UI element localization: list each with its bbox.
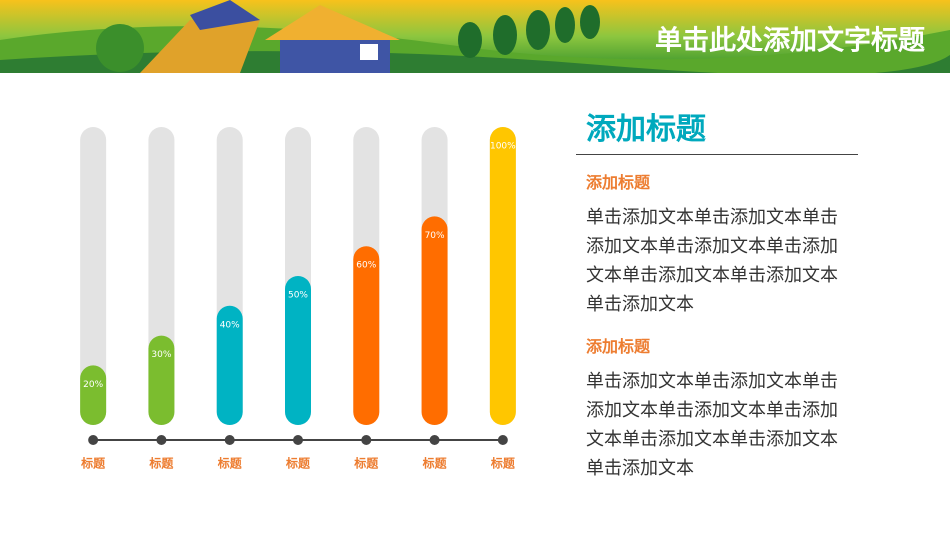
value-label: 20% <box>83 380 103 390</box>
value-label: 30% <box>151 350 171 360</box>
x-tick-label: 标题 <box>80 456 106 471</box>
banner: 单击此处添加文字标题 <box>0 0 950 73</box>
roof <box>140 20 260 73</box>
section-heading: 添加标题 <box>586 173 651 192</box>
value-label: 50% <box>288 291 308 301</box>
window <box>360 44 378 60</box>
bar <box>489 127 516 425</box>
axis-dot <box>293 435 303 445</box>
x-tick-label: 标题 <box>353 456 379 471</box>
section-heading: 添加标题 <box>586 337 651 356</box>
value-label: 100% <box>490 142 516 152</box>
x-tick-label: 标题 <box>285 456 311 471</box>
chart: 20% 标题 30% 标题 40% 标题 50% 标题 60% 标题 70% 标题 100% 标题 <box>80 127 516 471</box>
trees <box>458 5 600 58</box>
x-tick-label: 标题 <box>217 456 243 471</box>
bar <box>285 276 311 425</box>
axis-dot <box>224 435 235 445</box>
value-label: 40% <box>220 320 240 330</box>
x-tick-label: 标题 <box>148 456 174 471</box>
bush <box>96 24 144 72</box>
divider <box>576 154 858 155</box>
section-body: 单击添加文本单击添加文本单击添加文本单击添加文本单击添加文本单击添加文本单击添加… <box>586 207 838 315</box>
x-tick-label: 标题 <box>490 456 516 471</box>
axis-dot <box>88 435 99 445</box>
bar-track <box>80 127 107 425</box>
panel-title: 添加标题 <box>586 112 706 147</box>
bar <box>421 216 448 425</box>
value-label: 60% <box>356 261 376 271</box>
value-label: 70% <box>425 231 445 241</box>
bar <box>216 305 243 425</box>
bar <box>353 246 380 425</box>
section-body: 单击添加文本单击添加文本单击添加文本单击添加文本单击添加文本单击添加文本单击添加… <box>586 371 838 479</box>
x-tick-label: 标题 <box>422 456 448 471</box>
slide-title: 单击此处添加文字标题 <box>655 25 925 57</box>
bar <box>148 335 175 425</box>
text-panel: 添加标题 添加标题 单击添加文本单击添加文本单击添加文本单击添加文本单击添加文本… <box>576 104 858 497</box>
house <box>190 0 260 30</box>
axis-dot <box>361 435 372 445</box>
axis-dot <box>156 435 167 445</box>
axis-dot <box>429 435 440 445</box>
axis-dot <box>497 435 508 445</box>
bar <box>80 365 107 425</box>
roof <box>265 5 400 40</box>
